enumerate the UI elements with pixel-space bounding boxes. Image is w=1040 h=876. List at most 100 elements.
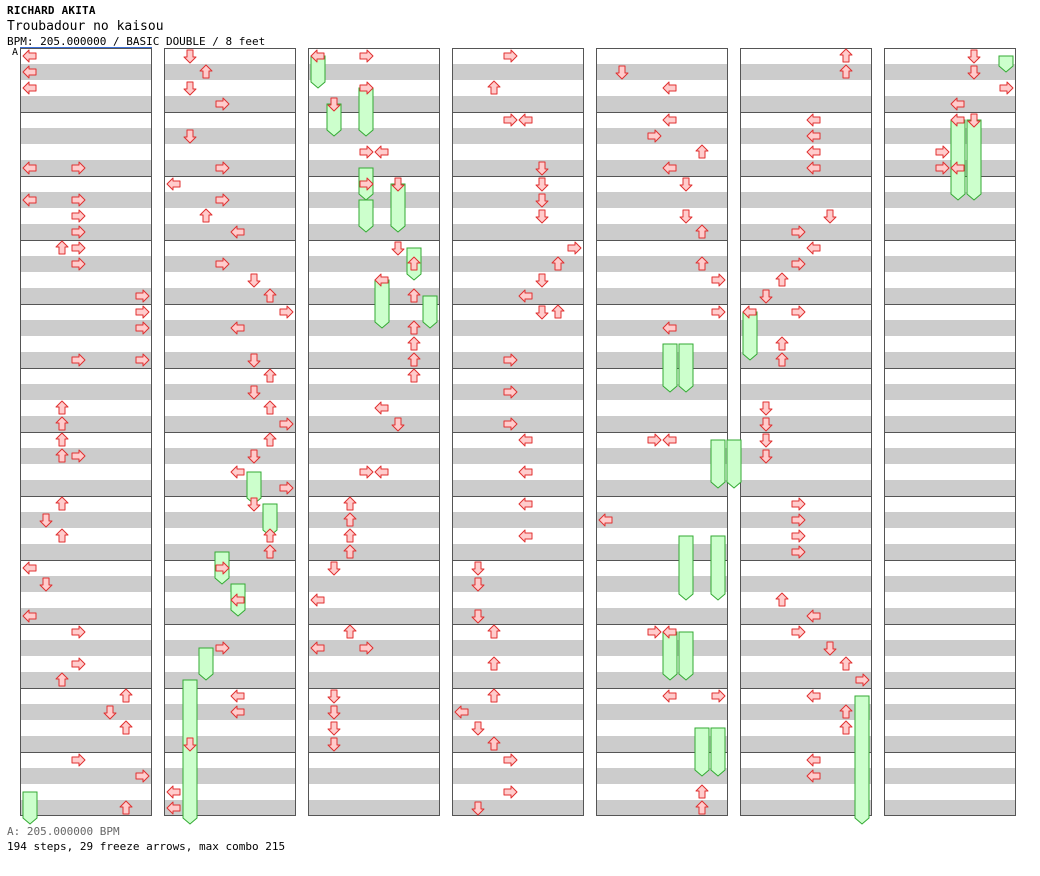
step-arrow [759,449,773,464]
step-arrow [759,401,773,416]
row-stripe [308,192,440,208]
row-stripe [740,672,872,688]
row-stripe [596,96,728,112]
step-arrow [230,705,245,719]
step-arrow [55,240,69,255]
step-arrow [535,161,549,176]
step-arrow [263,528,277,543]
row-stripe [596,608,728,624]
freeze-arrow [694,727,710,777]
row-stripe [20,800,152,816]
row-stripe [884,352,1016,368]
step-arrow [230,465,245,479]
row-stripe [884,800,1016,816]
step-arrow [695,144,709,159]
step-arrow [615,65,629,80]
step-arrow [247,385,261,400]
row-stripe [20,608,152,624]
row-stripe [596,704,728,720]
step-arrow [503,753,518,767]
row-stripe [452,480,584,496]
step-arrow [391,177,405,192]
column-border [452,48,584,816]
step-arrow [967,49,981,64]
step-arrow [343,528,357,543]
step-arrow [407,368,421,383]
row-stripe [20,640,152,656]
step-arrow [343,512,357,527]
row-stripe [308,608,440,624]
column-border [596,48,728,816]
step-arrow [135,289,150,303]
row-stripe [308,768,440,784]
bpm-legend: A: 205.000000 BPM [7,825,120,838]
step-arrow [215,97,230,111]
step-arrow [71,257,86,271]
step-arrow [166,801,181,815]
row-stripe [164,448,296,464]
step-arrow [71,161,86,175]
row-stripe [308,800,440,816]
row-stripe [164,544,296,560]
step-arrow [310,593,325,607]
row-stripe [884,704,1016,720]
row-stripe [596,288,728,304]
step-arrow [662,81,677,95]
row-stripe [20,448,152,464]
row-stripe [20,96,152,112]
step-arrow [839,704,853,719]
step-arrow [662,161,677,175]
row-stripe [20,288,152,304]
row-stripe [164,480,296,496]
step-arrow [407,336,421,351]
freeze-arrow [358,199,374,233]
step-arrow [71,353,86,367]
row-stripe [740,512,872,528]
step-arrow [791,513,806,527]
step-arrow [551,256,565,271]
row-stripe [596,576,728,592]
row-stripe [884,160,1016,176]
step-arrow [695,224,709,239]
step-arrow [662,433,677,447]
row-stripe [884,96,1016,112]
step-arrow [391,241,405,256]
step-arrow [55,448,69,463]
step-arrow [374,145,389,159]
step-arrow [55,496,69,511]
step-arrow [135,321,150,335]
freeze-arrow [198,647,214,681]
step-arrow [247,497,261,512]
step-arrow [935,161,950,175]
step-arrow [55,416,69,431]
row-stripe [740,800,872,816]
freeze-arrow [678,535,694,601]
freeze-arrow [710,535,726,601]
step-arrow [823,641,837,656]
step-arrow [359,145,374,159]
step-arrow [695,256,709,271]
step-arrow [662,321,677,335]
freeze-arrow [326,103,342,137]
row-stripe [596,480,728,496]
row-stripe [164,416,296,432]
row-stripe [596,672,728,688]
step-arrow [183,49,197,64]
step-arrow [327,561,341,576]
row-stripe [20,352,152,368]
step-arrow [263,288,277,303]
row-stripe [452,704,584,720]
step-arrow [279,417,294,431]
step-arrow [806,161,821,175]
row-stripe [596,384,728,400]
row-stripe [596,640,728,656]
step-arrow [183,129,197,144]
freeze-arrow [710,727,726,777]
row-stripe [452,640,584,656]
row-stripe [308,416,440,432]
step-arrow [327,737,341,752]
freeze-arrow [358,87,374,137]
step-arrow [215,257,230,271]
step-arrow [950,161,965,175]
